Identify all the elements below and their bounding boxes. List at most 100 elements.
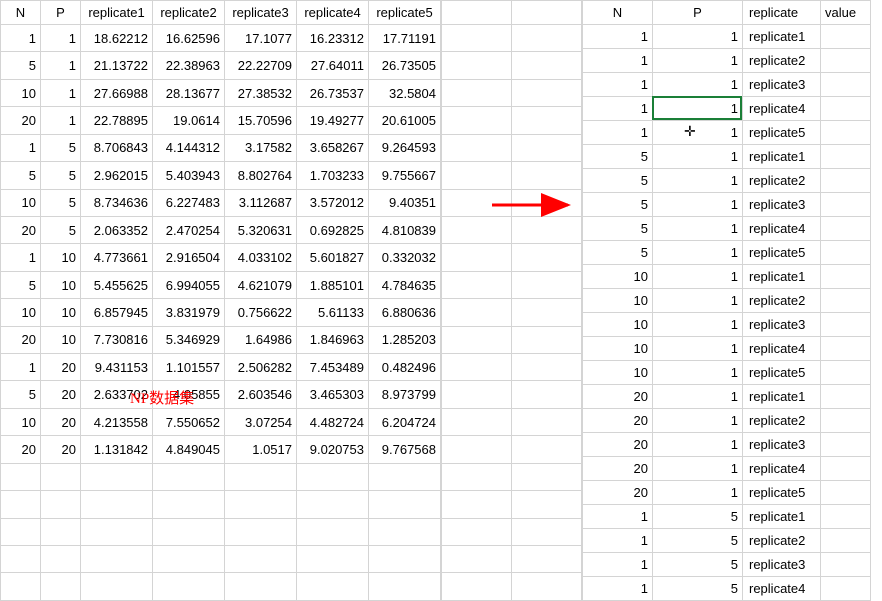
cell[interactable] — [821, 289, 871, 313]
cell[interactable] — [512, 326, 582, 353]
cell[interactable]: 20 — [583, 457, 653, 481]
cell[interactable]: 20 — [583, 481, 653, 505]
cell[interactable]: replicate1 — [743, 265, 821, 289]
cell[interactable]: 1 — [653, 361, 743, 385]
cell[interactable]: 5 — [1, 162, 41, 189]
cell[interactable]: 9.431153 — [81, 354, 153, 381]
table-row[interactable]: 20107.7308165.3469291.649861.8469631.285… — [1, 326, 441, 353]
table-row[interactable] — [442, 162, 582, 189]
cell[interactable]: 10 — [583, 289, 653, 313]
cell[interactable]: 20 — [1, 436, 41, 463]
cell[interactable] — [81, 546, 153, 573]
cell[interactable] — [512, 491, 582, 518]
table-row[interactable]: 101replicate1 — [583, 265, 871, 289]
cell[interactable]: 20 — [1, 216, 41, 243]
cell[interactable] — [512, 244, 582, 271]
cell[interactable] — [821, 529, 871, 553]
cell[interactable]: 1 — [653, 241, 743, 265]
cell[interactable] — [1, 491, 41, 518]
cell[interactable]: 1 — [583, 73, 653, 97]
cell[interactable]: 1 — [653, 25, 743, 49]
table-row[interactable] — [442, 408, 582, 435]
left-col-header[interactable]: replicate5 — [369, 1, 441, 25]
cell[interactable]: 5 — [41, 162, 81, 189]
cell[interactable] — [442, 518, 512, 545]
cell[interactable]: 20 — [41, 436, 81, 463]
cell[interactable]: 4.849045 — [153, 436, 225, 463]
cell[interactable] — [512, 573, 582, 601]
cell[interactable]: 1 — [653, 193, 743, 217]
cell[interactable]: 6.880636 — [369, 299, 441, 326]
cell[interactable] — [297, 546, 369, 573]
cell[interactable] — [442, 354, 512, 381]
table-row[interactable] — [442, 491, 582, 518]
cell[interactable] — [442, 79, 512, 106]
table-row[interactable]: 2052.0633522.4702545.3206310.6928254.810… — [1, 216, 441, 243]
cell[interactable] — [821, 73, 871, 97]
table-row[interactable]: 101replicate3 — [583, 313, 871, 337]
cell[interactable] — [442, 463, 512, 490]
cell[interactable] — [225, 518, 297, 545]
table-row[interactable]: 1058.7346366.2274833.1126873.5720129.403… — [1, 189, 441, 216]
cell[interactable]: 4.033102 — [225, 244, 297, 271]
cell[interactable]: 10 — [1, 79, 41, 106]
left-col-header[interactable]: replicate2 — [153, 1, 225, 25]
cell[interactable]: 5 — [583, 241, 653, 265]
table-row[interactable]: 201replicate5 — [583, 481, 871, 505]
cell[interactable]: 4.213558 — [81, 408, 153, 435]
cell[interactable]: 5 — [583, 169, 653, 193]
cell[interactable] — [41, 491, 81, 518]
table-row[interactable]: 51replicate3 — [583, 193, 871, 217]
cell[interactable]: replicate4 — [743, 97, 821, 121]
table-row[interactable]: 11replicate5 — [583, 121, 871, 145]
table-row[interactable]: 11replicate3 — [583, 73, 871, 97]
table-row[interactable]: 201replicate1 — [583, 385, 871, 409]
cell[interactable] — [41, 463, 81, 490]
cell[interactable] — [369, 573, 441, 601]
cell[interactable] — [442, 436, 512, 463]
cell[interactable]: 5 — [41, 216, 81, 243]
cell[interactable]: 5 — [1, 271, 41, 298]
cell[interactable]: 0.332032 — [369, 244, 441, 271]
cell[interactable] — [442, 25, 512, 52]
cell[interactable]: 5 — [41, 189, 81, 216]
cell[interactable] — [821, 241, 871, 265]
cell[interactable] — [442, 381, 512, 408]
cell[interactable]: 22.38963 — [153, 52, 225, 79]
table-row[interactable]: 201replicate3 — [583, 433, 871, 457]
cell[interactable] — [41, 546, 81, 573]
cell[interactable] — [821, 457, 871, 481]
cell[interactable] — [442, 244, 512, 271]
cell[interactable]: 17.71191 — [369, 25, 441, 52]
table-row[interactable]: 201replicate2 — [583, 409, 871, 433]
cell[interactable]: 1 — [653, 337, 743, 361]
table-row[interactable] — [1, 518, 441, 545]
cell[interactable] — [821, 385, 871, 409]
table-row[interactable]: 1104.7736612.9165044.0331025.6018270.332… — [1, 244, 441, 271]
cell[interactable] — [81, 463, 153, 490]
cell[interactable]: 5 — [653, 553, 743, 577]
cell[interactable] — [821, 313, 871, 337]
cell[interactable]: 10 — [583, 265, 653, 289]
cell[interactable]: 1 — [583, 25, 653, 49]
cell[interactable]: 1.885101 — [297, 271, 369, 298]
cell[interactable]: 26.73505 — [369, 52, 441, 79]
cell[interactable]: 32.5804 — [369, 79, 441, 106]
cell[interactable] — [821, 49, 871, 73]
cell[interactable]: replicate3 — [743, 313, 821, 337]
cell[interactable]: replicate2 — [743, 409, 821, 433]
cell[interactable]: 4.621079 — [225, 271, 297, 298]
cell[interactable] — [821, 145, 871, 169]
cell[interactable]: 19.49277 — [297, 107, 369, 134]
table-row[interactable]: 1209.4311531.1015572.5062827.4534890.482… — [1, 354, 441, 381]
cell[interactable] — [512, 463, 582, 490]
cell[interactable]: 9.264593 — [369, 134, 441, 161]
cell[interactable]: 1.101557 — [153, 354, 225, 381]
cell[interactable]: 1 — [583, 505, 653, 529]
cell[interactable]: replicate1 — [743, 145, 821, 169]
cell[interactable]: 10 — [41, 271, 81, 298]
table-row[interactable]: 11replicate2 — [583, 49, 871, 73]
cell[interactable]: 10 — [41, 244, 81, 271]
cell[interactable]: 1 — [583, 49, 653, 73]
table-row[interactable] — [442, 546, 582, 573]
